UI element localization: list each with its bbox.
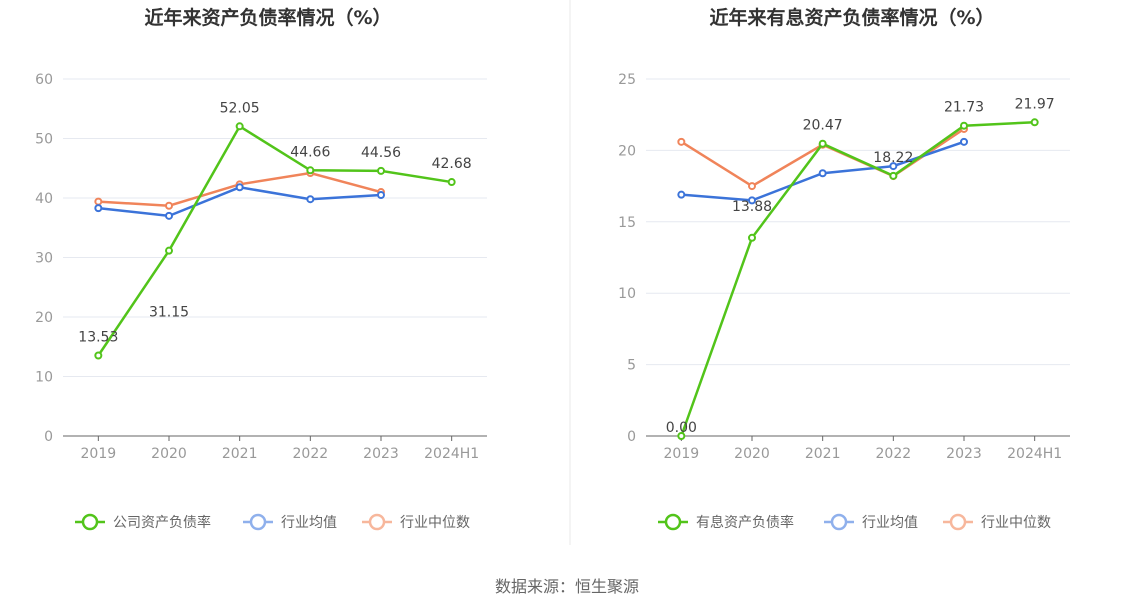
data-label: 21.97 bbox=[1015, 96, 1055, 112]
data-point bbox=[447, 178, 456, 187]
data-point bbox=[889, 171, 898, 180]
legend-item-2[interactable]: 行业中位数 bbox=[362, 513, 470, 531]
legend-marker bbox=[664, 513, 682, 531]
data-label: 18.22 bbox=[873, 150, 913, 166]
legend-item-0[interactable]: 有息资产负债率 bbox=[658, 513, 794, 531]
y-tick-label: 0 bbox=[627, 429, 636, 445]
data-point bbox=[960, 121, 968, 130]
data-point bbox=[748, 233, 756, 242]
y-tick-label: 20 bbox=[35, 310, 53, 326]
y-tick-label: 40 bbox=[35, 191, 53, 207]
data-label: 0.00 bbox=[666, 420, 697, 436]
x-tick-label: 2019 bbox=[81, 446, 117, 462]
x-tick-label: 2023 bbox=[363, 446, 399, 462]
y-tick-label: 20 bbox=[618, 143, 636, 159]
y-tick-label: 0 bbox=[44, 429, 53, 445]
data-label: 13.53 bbox=[78, 329, 118, 345]
source-note: 数据来源：恒生聚源 bbox=[495, 577, 639, 596]
legend-item-1[interactable]: 行业均值 bbox=[243, 513, 337, 531]
y-tick-label: 5 bbox=[627, 358, 636, 374]
legend-marker bbox=[830, 513, 848, 531]
legend-label: 行业均值 bbox=[862, 515, 918, 531]
legend-marker bbox=[949, 513, 967, 531]
y-tick-label: 10 bbox=[618, 286, 636, 302]
legend-item-2[interactable]: 行业中位数 bbox=[943, 513, 1051, 531]
y-tick-label: 10 bbox=[35, 370, 53, 386]
series-line-0 bbox=[97, 124, 452, 357]
x-tick-label: 2020 bbox=[734, 446, 770, 462]
y-tick-label: 30 bbox=[35, 251, 53, 267]
legend-item-1[interactable]: 行业均值 bbox=[824, 513, 918, 531]
x-tick-label: 2022 bbox=[293, 446, 329, 462]
data-point bbox=[748, 196, 756, 205]
series-line-1 bbox=[98, 185, 382, 218]
data-label: 52.05 bbox=[220, 100, 260, 116]
y-tick-label: 60 bbox=[35, 72, 53, 88]
data-point bbox=[94, 197, 103, 206]
legend-label: 行业中位数 bbox=[400, 515, 470, 531]
data-point bbox=[165, 201, 173, 210]
legend-label: 行业中位数 bbox=[981, 515, 1051, 531]
data-point bbox=[235, 122, 244, 131]
data-label: 13.88 bbox=[732, 199, 772, 215]
y-tick-label: 15 bbox=[618, 215, 636, 231]
data-label: 44.56 bbox=[361, 145, 401, 161]
data-point bbox=[677, 137, 686, 146]
x-tick-label: 2024H1 bbox=[424, 446, 479, 462]
data-point bbox=[94, 204, 103, 213]
data-point bbox=[889, 162, 898, 171]
x-tick-label: 2019 bbox=[664, 446, 700, 462]
data-point bbox=[748, 182, 756, 191]
legend-label: 行业均值 bbox=[281, 515, 337, 531]
data-label: 31.15 bbox=[149, 305, 189, 321]
legend-item-0[interactable]: 公司资产负债率 bbox=[75, 513, 211, 531]
legend-marker bbox=[249, 513, 267, 531]
data-point bbox=[377, 166, 385, 175]
data-label: 20.47 bbox=[803, 118, 843, 134]
x-tick-label: 2022 bbox=[876, 446, 912, 462]
x-tick-label: 2020 bbox=[151, 446, 187, 462]
data-point bbox=[377, 191, 385, 200]
chart-title: 近年来资产负债率情况（%） bbox=[144, 6, 391, 29]
data-point bbox=[960, 137, 968, 146]
chart-debt-ratio: 近年来资产负债率情况（%） 0 10 20 30 40 50 60 2019 2020 2021 20… bbox=[35, 6, 487, 531]
data-point bbox=[94, 351, 103, 360]
series-line-0 bbox=[680, 121, 1035, 437]
data-label: 42.68 bbox=[432, 156, 472, 172]
data-point bbox=[165, 211, 173, 220]
data-point bbox=[677, 432, 686, 440]
data-point bbox=[818, 169, 827, 178]
x-tick-label: 2021 bbox=[222, 446, 258, 462]
data-point bbox=[306, 166, 315, 175]
x-tick-label: 2021 bbox=[805, 446, 841, 462]
data-point bbox=[306, 195, 315, 204]
y-tick-label: 25 bbox=[618, 72, 636, 88]
legend-marker bbox=[368, 513, 386, 531]
data-point bbox=[677, 190, 686, 199]
data-point bbox=[235, 183, 244, 192]
chart-interest-bearing-debt-ratio: 近年来有息资产负债率情况（%） 0 5 10 15 20 25 2019 2020 2021 202… bbox=[618, 6, 1070, 531]
legend-label: 公司资产负债率 bbox=[113, 514, 211, 531]
legend-label: 有息资产负债率 bbox=[696, 514, 794, 531]
x-tick-label: 2024H1 bbox=[1007, 446, 1062, 462]
data-point bbox=[818, 139, 827, 148]
chart-title: 近年来有息资产负债率情况（%） bbox=[709, 6, 994, 29]
data-point bbox=[165, 246, 173, 255]
y-tick-label: 50 bbox=[35, 132, 53, 148]
data-label: 21.73 bbox=[944, 100, 984, 116]
data-point bbox=[1030, 118, 1039, 127]
legend-marker bbox=[81, 513, 99, 531]
x-tick-label: 2023 bbox=[946, 446, 982, 462]
data-label: 44.66 bbox=[290, 144, 330, 160]
